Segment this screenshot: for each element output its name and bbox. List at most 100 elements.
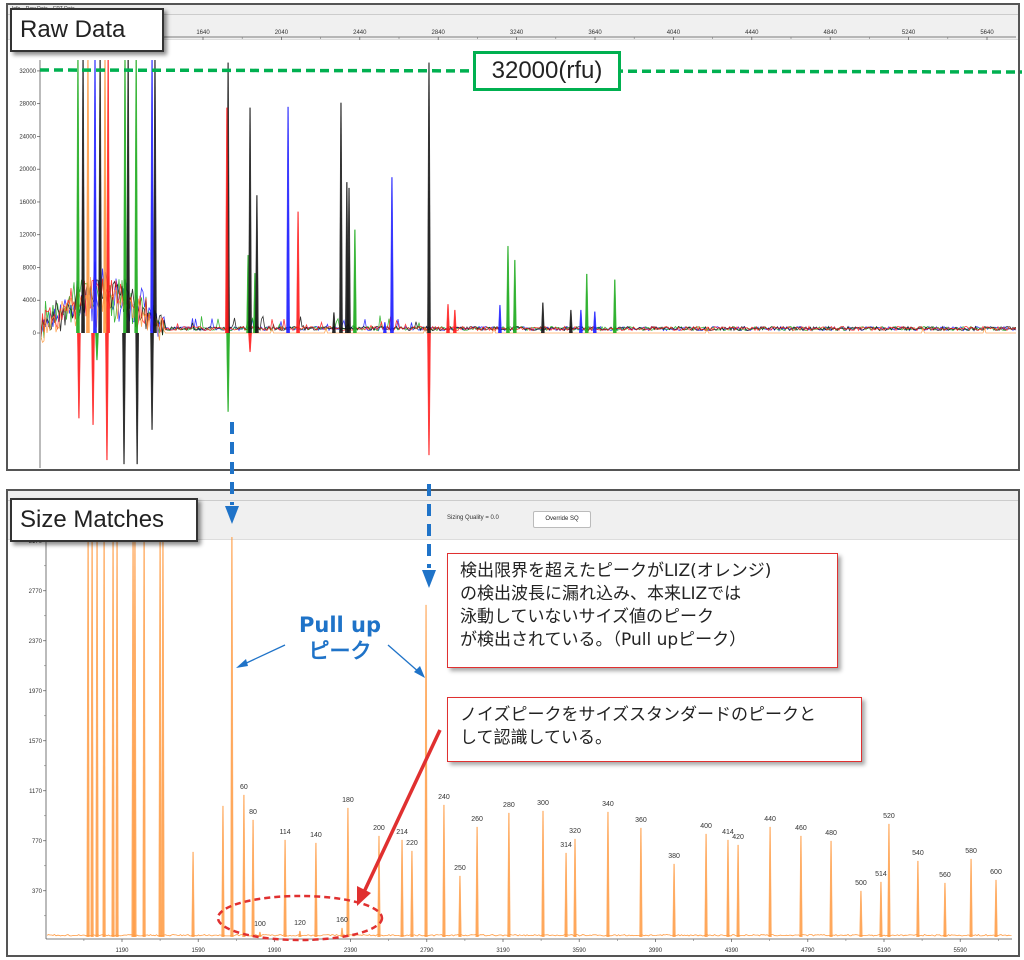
peak-size-label: 514 [875, 871, 887, 878]
peak-size-label: 114 [279, 829, 290, 836]
peak-size-label: 100 [254, 921, 266, 928]
sized-peak [887, 823, 891, 938]
peak-size-label: 400 [700, 823, 712, 830]
y-tick-label: 8000 [23, 265, 37, 271]
pullup-pointer-right [387, 644, 421, 674]
y-tick-label: 24000 [19, 134, 36, 140]
size-baseline [47, 933, 1012, 937]
sized-peak [859, 890, 863, 938]
x-tick-label: 3240 [510, 30, 524, 36]
pullup-label-line1: Pull up [298, 613, 382, 637]
peak-size-label: 560 [939, 872, 951, 879]
sized-peak [879, 881, 883, 938]
peak-size-label: 440 [764, 816, 776, 823]
y-tick-label: 370 [32, 889, 43, 895]
raw-peak-green [513, 259, 517, 334]
peak-size-label: 420 [732, 834, 744, 841]
raw-peak-black [122, 332, 126, 465]
annotation-overlay [216, 422, 442, 942]
raw-peak-red [296, 211, 300, 334]
peak-size-label: 200 [373, 825, 385, 832]
y-tick-label: 1570 [29, 739, 43, 745]
sized-peak [298, 930, 302, 938]
raw-data-label: Raw Data [10, 8, 164, 52]
unsized-peak [142, 537, 146, 938]
raw-peak-blue [498, 304, 502, 334]
arrowhead-icon [414, 666, 425, 678]
peak-size-label: 250 [454, 865, 466, 872]
sized-peak [458, 875, 462, 938]
raw-peak-black [126, 60, 130, 334]
trace-green [41, 279, 1016, 340]
unsized-peak [115, 537, 119, 938]
raw-peak-blue [383, 322, 387, 334]
peak-size-label: 480 [825, 830, 837, 837]
x-tick-label: 4840 [824, 30, 838, 36]
raw-peak-black [81, 60, 85, 334]
peak-size-label: 214 [396, 829, 408, 836]
peak-size-label: 580 [965, 848, 977, 855]
x-tick-label: 3990 [649, 948, 663, 954]
y-tick-label: 32000 [19, 69, 36, 75]
x-tick-label: 3640 [588, 30, 602, 36]
raw-peak-black [98, 60, 102, 334]
peak-size-label: 340 [602, 801, 614, 808]
sized-peak [340, 927, 344, 938]
raw-peak-red [446, 304, 450, 334]
sized-peak [606, 811, 610, 938]
note1-line: が検出されている。（Pull upピーク） [460, 630, 747, 650]
unsized-peak [95, 537, 99, 938]
x-tick-label: 3590 [573, 948, 587, 954]
x-tick-label: 2390 [344, 948, 358, 954]
arrowhead-icon [225, 506, 239, 524]
sized-peak [507, 812, 511, 938]
sized-peak [400, 839, 404, 938]
sized-peak [916, 860, 920, 938]
arrowhead-icon [422, 570, 436, 588]
peak-size-label: 140 [310, 832, 322, 839]
raw-peak-red [77, 332, 81, 419]
raw-peak-red [106, 60, 110, 334]
raw-peak-blue [593, 311, 597, 334]
raw-peak-blue [579, 309, 583, 334]
noise-peak-note: ノイズピークをサイズスタンダードのピークと して認識している。 [447, 697, 862, 762]
note2-line: して認識している。 [460, 728, 612, 748]
sized-peak [573, 838, 577, 938]
sized-peak [704, 833, 708, 938]
x-tick-label: 5640 [980, 30, 994, 36]
unsized-peak [221, 805, 225, 938]
sized-peak [377, 835, 381, 938]
raw-peak-black [569, 309, 573, 334]
sized-peak [726, 839, 730, 938]
x-tick-label: 1190 [116, 948, 130, 954]
x-tick-label: 1640 [196, 30, 210, 36]
pullup-label-line2: ピーク [308, 639, 372, 663]
peak-size-label: 500 [855, 880, 867, 887]
x-tick-label: 1990 [268, 948, 282, 954]
sized-peak [736, 844, 740, 938]
raw-peak-blue [150, 60, 154, 334]
sized-peak [314, 842, 318, 938]
override-sq-button[interactable]: Override SQ [533, 511, 591, 528]
peak-size-label: 60 [240, 784, 248, 791]
x-tick-label: 2790 [420, 948, 434, 954]
sized-peak [346, 807, 350, 938]
sized-peak [994, 879, 998, 938]
peak-size-label: 314 [560, 842, 572, 849]
x-tick-label: 5590 [954, 948, 968, 954]
sized-peak [969, 858, 973, 938]
peak-size-label: 414 [722, 829, 734, 836]
peak-size-label: 460 [795, 825, 807, 832]
sizing-quality-text: Sizing Quality = 0.0 [447, 515, 499, 521]
raw-peak-black [541, 302, 545, 334]
raw-peak-blue [286, 106, 290, 334]
y-tick-label: 28000 [19, 102, 36, 108]
size-matches-chart: 3707701170157019702370277031701190159019… [29, 537, 1012, 954]
size-traces [47, 537, 1012, 938]
sized-peak [475, 826, 479, 938]
trace-red [41, 278, 1016, 338]
peak-size-label: 120 [294, 920, 306, 927]
raw-peak-black [427, 62, 431, 334]
raw-peak-green [506, 245, 510, 334]
peak-size-label: 600 [990, 869, 1002, 876]
